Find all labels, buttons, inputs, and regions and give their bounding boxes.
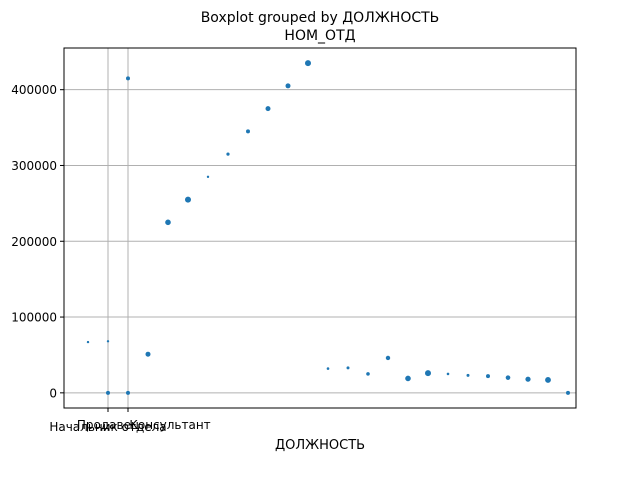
data-point [545, 377, 551, 383]
data-point [126, 390, 130, 395]
y-axis: 0 100000 200000 300000 400000 [11, 83, 64, 400]
data-point [385, 355, 391, 361]
data-point [285, 83, 291, 89]
data-point [505, 375, 511, 380]
data-point [305, 60, 311, 67]
data-point [126, 76, 130, 81]
x-axis-label: ДОЛЖНОСТЬ [275, 438, 365, 453]
data-point [446, 372, 450, 376]
data-point [425, 370, 431, 377]
data-point [206, 175, 210, 179]
data-point [525, 376, 531, 382]
data-point [466, 373, 470, 377]
chart-title: Boxplot grouped by ДОЛЖНОСТЬ [201, 10, 440, 26]
y-tick-label: 0 [49, 386, 57, 400]
data-point [165, 219, 171, 226]
data-point [145, 351, 151, 357]
data-point [106, 340, 110, 343]
y-tick-label: 200000 [11, 235, 57, 249]
data-point [86, 340, 90, 344]
data-point [405, 375, 411, 382]
y-tick-label: 300000 [11, 159, 57, 173]
plot-frame [63, 47, 577, 409]
data-points [86, 60, 570, 395]
data-point [226, 152, 230, 156]
data-point [106, 390, 110, 395]
data-point [246, 129, 250, 134]
data-point [326, 367, 330, 370]
data-point [566, 390, 570, 395]
data-point [366, 372, 370, 376]
y-tick-label: 400000 [11, 83, 57, 97]
grid-lines [64, 48, 576, 408]
data-point [185, 196, 191, 203]
x-tick-label: Продавец [77, 418, 139, 432]
y-tick-label: 100000 [11, 311, 57, 325]
data-point [346, 366, 350, 370]
data-point [486, 374, 490, 379]
x-tick-label: Начальник отдела [49, 420, 166, 434]
chart-subtitle: НОМ_ОТД [284, 28, 355, 44]
data-point [265, 106, 271, 112]
x-tick-label: Консультант [129, 418, 210, 432]
